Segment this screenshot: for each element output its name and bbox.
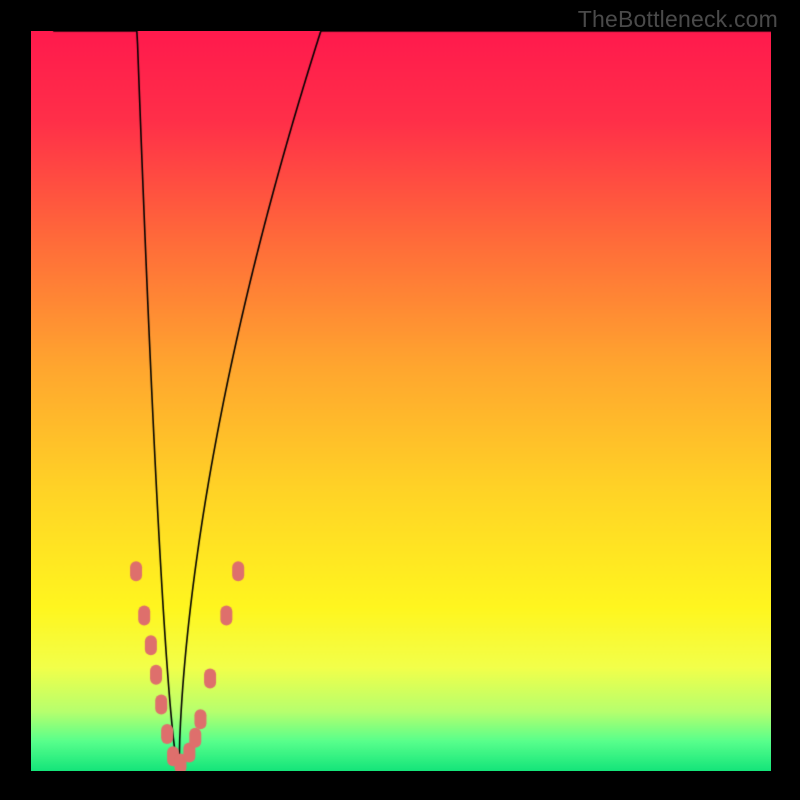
plot-area [30, 30, 770, 770]
bottleneck-curve [31, 31, 771, 771]
watermark-text: TheBottleneck.com [578, 6, 778, 33]
stage: TheBottleneck.com [0, 0, 800, 800]
